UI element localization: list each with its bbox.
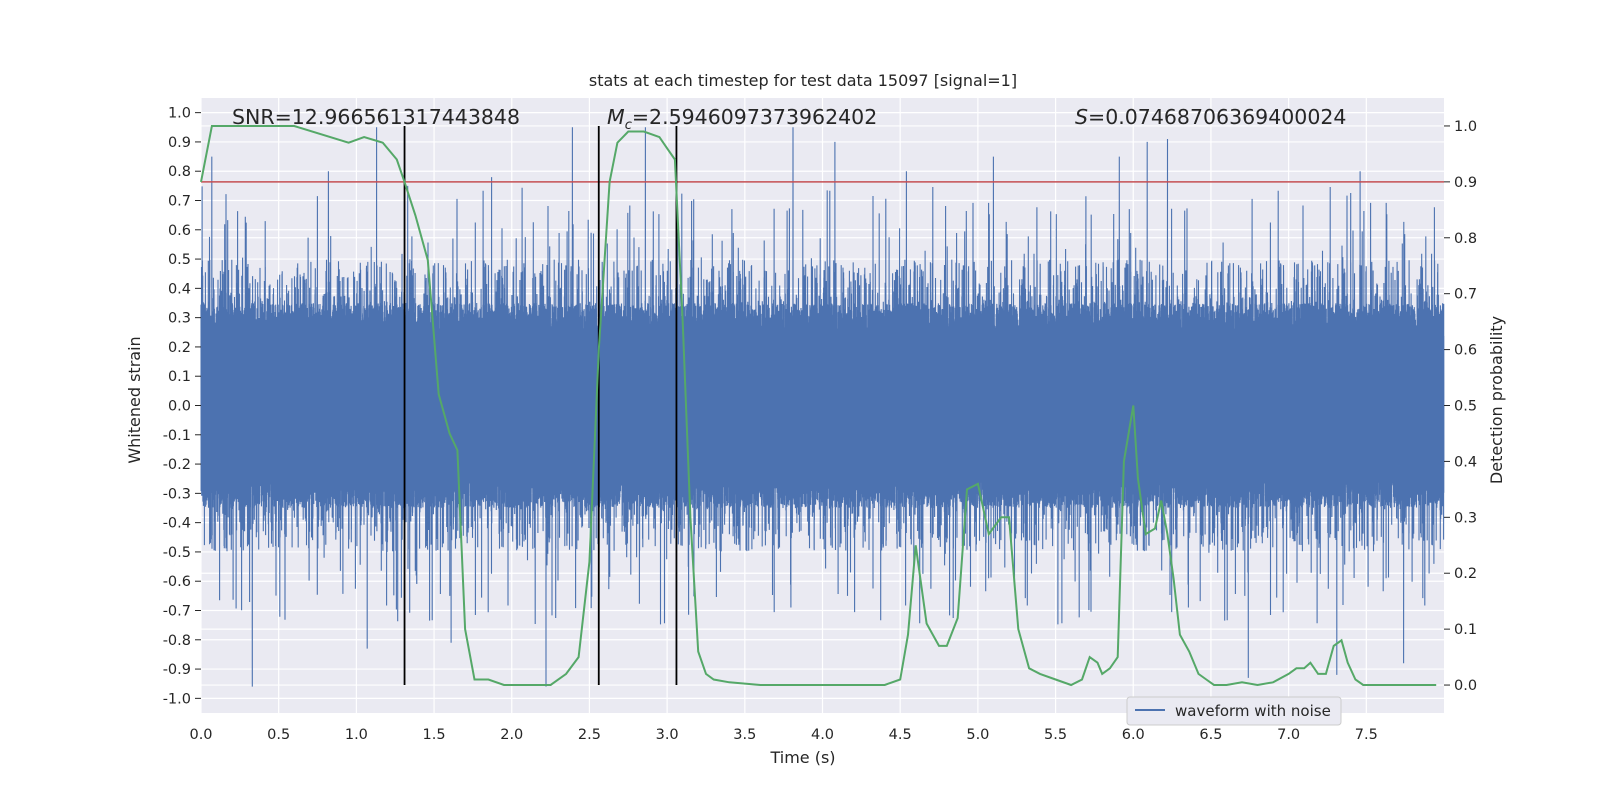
x-tick-label: 4.0	[811, 727, 834, 743]
x-tick-label: 0.5	[267, 727, 290, 743]
y-tick-label: -0.9	[163, 662, 191, 678]
score-symbol: S	[1075, 105, 1088, 129]
x-tick-label: 6.0	[1122, 727, 1145, 743]
score-value: =0.07468706369400024	[1088, 105, 1346, 129]
chirp-mass-subscript: c	[625, 118, 632, 133]
x-tick-label: 3.5	[733, 727, 756, 743]
y2-tick-label: 0.2	[1454, 566, 1477, 582]
y-tick-label: 0.2	[168, 340, 191, 356]
legend: waveform with noise	[1126, 696, 1342, 726]
x-tick-label: 7.5	[1355, 727, 1378, 743]
y-tick-label: 0.8	[168, 164, 191, 180]
x-tick-label: 1.0	[345, 727, 368, 743]
score-annotation: S=0.07468706369400024	[1075, 105, 1346, 129]
y2-tick-label: 0.9	[1454, 175, 1477, 191]
y-tick-label: -0.6	[163, 574, 191, 590]
y2-tick-label: 1.0	[1454, 119, 1477, 135]
y-tick-label: 0.7	[168, 194, 191, 210]
legend-label: waveform with noise	[1175, 702, 1331, 720]
y-tick-label: -0.3	[163, 486, 191, 502]
y-tick-label: -0.2	[163, 457, 191, 473]
x-tick-label: 1.5	[423, 727, 446, 743]
x-tick-label: 5.0	[966, 727, 989, 743]
y-tick-label: -1.0	[163, 691, 191, 707]
detection-probability-line	[200, 125, 1437, 687]
y-tick-label: -0.1	[163, 428, 191, 444]
axes: 0.0 0.5 1.0 1.5 2.0 2.5 3.0 3.5 4.0 4.5 5.0 5.5 6.0 6…	[163, 106, 1477, 743]
chart-title: stats at each timestep for test data 150…	[589, 71, 1017, 90]
y-tick-label: 0.5	[168, 252, 191, 268]
waveform-series	[200, 127, 1445, 687]
x-tick-label: 7.0	[1277, 727, 1300, 743]
y-tick-label: 0.0	[168, 399, 191, 415]
x-tick-label: 2.0	[500, 727, 523, 743]
y2-tick-label: 0.8	[1454, 231, 1477, 247]
y2-tick-label: 0.5	[1454, 399, 1477, 415]
chirp-mass-value: =2.5946097373962402	[632, 105, 877, 129]
vertical-markers	[201, 125, 1444, 686]
x-tick-label: 4.5	[889, 727, 912, 743]
x-tick-label: 3.0	[656, 727, 679, 743]
y-tick-label: 1.0	[168, 106, 191, 122]
y2-tick-label: 0.7	[1454, 287, 1477, 303]
x-tick-label: 6.5	[1199, 727, 1222, 743]
y-tick-label: -0.5	[163, 545, 191, 561]
y-tick-label: 0.1	[168, 369, 191, 385]
y2-axis-label: Detection probability	[1487, 316, 1506, 484]
probability-series	[200, 125, 1437, 687]
y2-tick-label: 0.6	[1454, 343, 1477, 359]
y2-tick-label: 0.3	[1454, 510, 1477, 526]
x-tick-label: 2.5	[578, 727, 601, 743]
y2-tick-label: 0.0	[1454, 678, 1477, 694]
y2-tick-label: 0.4	[1454, 454, 1477, 470]
snr-annotation: SNR=12.966561317443848	[232, 105, 520, 129]
x-tick-label: 5.5	[1044, 727, 1067, 743]
x-axis-label: Time (s)	[769, 748, 835, 767]
chirp-mass-annotation: Mc=2.5946097373962402	[607, 105, 877, 133]
y-tick-label: -0.4	[163, 516, 191, 532]
y2-tick-label: 0.1	[1454, 622, 1477, 638]
y-tick-label: 0.9	[168, 135, 191, 151]
x-tick-label: 0.0	[189, 727, 212, 743]
waveform-line	[200, 127, 1445, 687]
y-tick-label: 0.6	[168, 223, 191, 239]
y-tick-label: -0.8	[163, 633, 191, 649]
y-tick-label: 0.3	[168, 311, 191, 327]
chirp-mass-symbol: M	[607, 105, 625, 129]
y-tick-label: -0.7	[163, 604, 191, 620]
y-axis-label: Whitened strain	[125, 336, 144, 463]
y-tick-label: 0.4	[168, 281, 191, 297]
legend-box	[1126, 696, 1342, 726]
